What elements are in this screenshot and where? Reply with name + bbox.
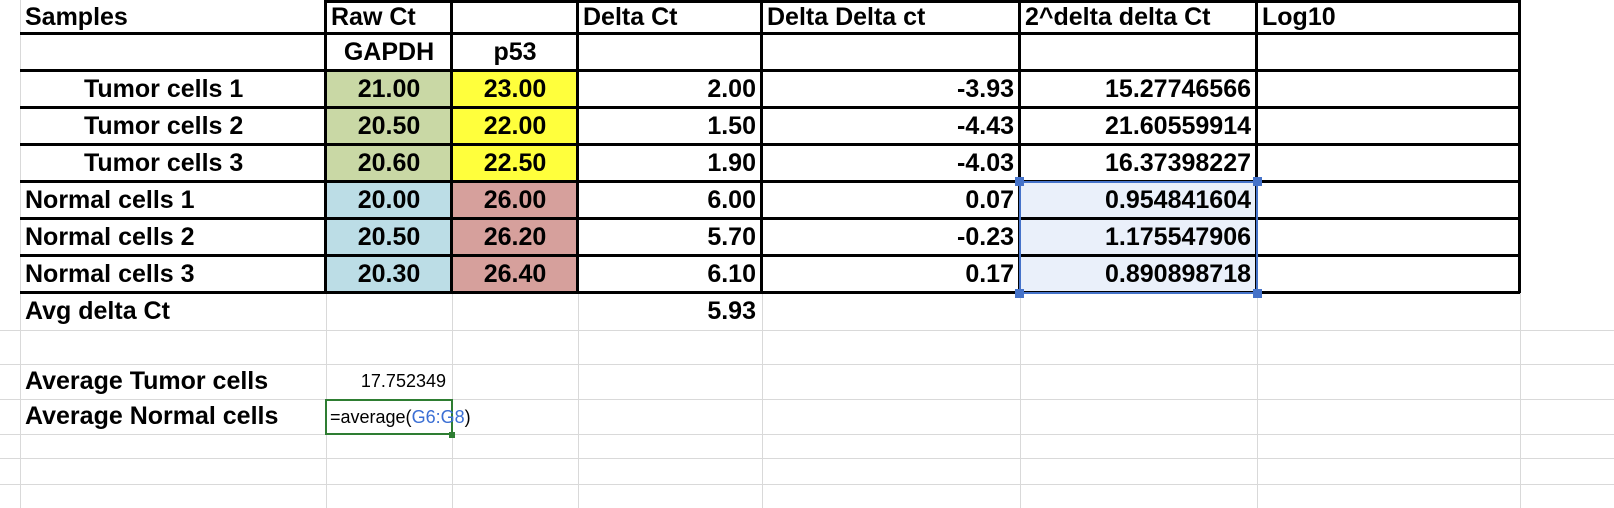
- log10-cell[interactable]: [1257, 108, 1520, 145]
- table-border: [20, 291, 1520, 294]
- delta-ct-cell[interactable]: 1.50: [707, 112, 756, 140]
- selection-handle[interactable]: [1015, 289, 1024, 298]
- gapdh-cell[interactable]: 20.00: [326, 182, 452, 219]
- table-border: [20, 106, 1520, 109]
- delta-ct-cell[interactable]: 6.10: [707, 260, 756, 288]
- selection-handle[interactable]: [1253, 289, 1262, 298]
- header-delta-delta-ct[interactable]: Delta Delta ct: [767, 2, 926, 31]
- sample-cell[interactable]: Normal cells 1: [25, 186, 195, 214]
- log10-cell[interactable]: [1257, 219, 1520, 256]
- gridline: [0, 330, 1614, 331]
- avg-tumor-value[interactable]: 17.752349: [360, 371, 446, 391]
- delta-ct-cell[interactable]: 6.00: [707, 186, 756, 214]
- delta-delta-ct-cell[interactable]: -3.93: [957, 75, 1014, 103]
- table-border: [1518, 0, 1521, 293]
- table-border: [20, 180, 1520, 183]
- avg-normal-label[interactable]: Average Normal cells: [25, 402, 279, 430]
- gridline: [0, 364, 1614, 365]
- header-raw-ct[interactable]: Raw Ct: [331, 2, 416, 31]
- table-border: [20, 143, 1520, 146]
- gridline: [0, 484, 1614, 485]
- delta-delta-ct-cell[interactable]: 0.07: [965, 186, 1014, 214]
- p53-cell[interactable]: 22.50: [452, 145, 578, 182]
- formula-suffix: ): [464, 406, 471, 427]
- table-border: [1255, 0, 1258, 293]
- formula-range-ref: G6:G8: [411, 406, 465, 427]
- log10-cell[interactable]: [1257, 182, 1520, 219]
- avg-tumor-label[interactable]: Average Tumor cells: [25, 367, 269, 395]
- table-border: [1018, 0, 1021, 293]
- pow-cell[interactable]: 15.27746566: [1105, 75, 1251, 103]
- avg-delta-ct-value[interactable]: 5.93: [707, 297, 756, 325]
- table-border: [324, 0, 327, 293]
- gapdh-cell[interactable]: 20.30: [326, 256, 452, 293]
- pow-cell[interactable]: 0.890898718: [1020, 256, 1257, 293]
- table-border: [20, 32, 1520, 35]
- pow-cell[interactable]: 0.954841604: [1020, 182, 1257, 219]
- avg-delta-ct-label[interactable]: Avg delta Ct: [25, 297, 170, 325]
- p53-cell[interactable]: 26.40: [452, 256, 578, 293]
- p53-cell[interactable]: 23.00: [452, 71, 578, 108]
- pow-cell[interactable]: 16.37398227: [1105, 149, 1251, 177]
- delta-delta-ct-cell[interactable]: -0.23: [957, 223, 1014, 251]
- gridline: [0, 458, 1614, 459]
- sample-cell[interactable]: Tumor cells 3: [84, 149, 244, 177]
- sample-cell[interactable]: Normal cells 2: [25, 223, 195, 251]
- gridline: [0, 434, 1614, 435]
- table-border: [20, 254, 1520, 257]
- gapdh-cell[interactable]: 21.00: [326, 71, 452, 108]
- sample-cell[interactable]: Normal cells 3: [25, 260, 195, 288]
- header-delta-ct[interactable]: Delta Ct: [583, 2, 678, 31]
- log10-cell[interactable]: [1257, 71, 1520, 108]
- p53-cell[interactable]: 26.20: [452, 219, 578, 256]
- p53-cell[interactable]: 26.00: [452, 182, 578, 219]
- delta-delta-ct-cell[interactable]: -4.03: [957, 149, 1014, 177]
- header-2-pow-ddct[interactable]: 2^delta delta Ct: [1025, 2, 1211, 31]
- delta-ct-cell[interactable]: 1.90: [707, 149, 756, 177]
- formula-prefix: =average(: [330, 406, 412, 427]
- selection-handle[interactable]: [1253, 177, 1262, 186]
- gridline: [0, 399, 1614, 400]
- header-log10[interactable]: Log10: [1262, 2, 1336, 31]
- cell-formula-editor[interactable]: =average(G6:G8): [325, 399, 471, 435]
- subheader-gapdh[interactable]: GAPDH: [343, 38, 435, 66]
- table-border: [20, 217, 1520, 220]
- table-border: [760, 0, 763, 293]
- gapdh-cell[interactable]: 20.60: [326, 145, 452, 182]
- delta-ct-cell[interactable]: 2.00: [707, 75, 756, 103]
- log10-cell[interactable]: [1257, 256, 1520, 293]
- header-samples[interactable]: Samples: [25, 2, 128, 31]
- pow-cell[interactable]: 1.175547906: [1020, 219, 1257, 256]
- selection-handle[interactable]: [1015, 177, 1024, 186]
- delta-delta-ct-cell[interactable]: -4.43: [957, 112, 1014, 140]
- table-border: [326, 0, 1520, 3]
- table-border: [450, 0, 453, 293]
- delta-delta-ct-cell[interactable]: 0.17: [965, 260, 1014, 288]
- subheader-p53[interactable]: p53: [493, 38, 537, 66]
- fill-handle[interactable]: [449, 432, 455, 438]
- gapdh-cell[interactable]: 20.50: [326, 219, 452, 256]
- sample-cell[interactable]: Tumor cells 1: [84, 75, 244, 103]
- table-border: [576, 0, 579, 293]
- delta-ct-cell[interactable]: 5.70: [707, 223, 756, 251]
- p53-cell[interactable]: 22.00: [452, 108, 578, 145]
- table-border: [20, 69, 1520, 72]
- sample-cell[interactable]: Tumor cells 2: [84, 112, 244, 140]
- gapdh-cell[interactable]: 20.50: [326, 108, 452, 145]
- log10-cell[interactable]: [1257, 145, 1520, 182]
- pow-cell[interactable]: 21.60559914: [1105, 112, 1251, 140]
- header-blank[interactable]: [452, 0, 578, 34]
